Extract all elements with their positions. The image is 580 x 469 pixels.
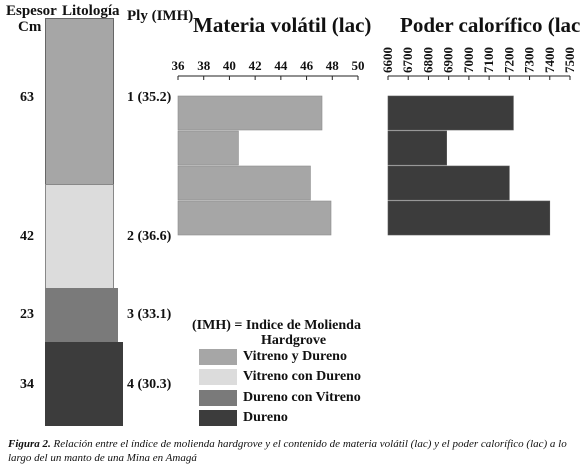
calorific-tick-label: 6900	[441, 47, 456, 73]
ply-value-1: 1 (35.2)	[127, 90, 172, 105]
caption-text: Relación entre el índice de molienda har…	[8, 438, 567, 464]
litologia-header: Litología	[62, 3, 120, 19]
volatile-chart-title: Materia volátil (lac)	[193, 13, 372, 37]
volatile-bar	[177, 200, 332, 236]
volatile-tick-label: 44	[274, 58, 288, 73]
calorific-tick-label: 6800	[420, 47, 435, 73]
volatile-tick-label: 48	[326, 58, 340, 73]
lithology-layer-4	[45, 342, 123, 426]
volatile-tick-label: 40	[223, 58, 236, 73]
volatile-bar	[177, 130, 239, 166]
calorific-tick-label: 7400	[542, 47, 557, 73]
lithology-layer-2	[45, 184, 114, 289]
legend-swatch-dureno-con-vitreno	[199, 390, 237, 406]
caption-label: Figura 2.	[8, 438, 51, 450]
calorific-tick-label: 7000	[461, 47, 476, 73]
calorific-tick-label: 6700	[400, 47, 415, 73]
legend-label-dureno: Dureno	[243, 410, 288, 425]
calorific-tick-label: 7200	[501, 47, 516, 73]
calorific-bar	[387, 130, 447, 166]
figure-caption: Figura 2. Relación entre el índice de mo…	[8, 437, 574, 465]
legend-title-line2: Hardgrove	[261, 333, 327, 348]
espesor-value-4: 34	[20, 377, 34, 392]
legend-label-vitreno-con-dureno: Vitreno con Dureno	[243, 369, 361, 384]
volatile-bar	[177, 165, 311, 201]
ply-value-3: 3 (33.1)	[127, 307, 172, 322]
legend-swatch-vitreno-y-dureno	[199, 349, 237, 365]
legend-label-dureno-con-vitreno: Dureno con Vitreno	[243, 390, 361, 405]
legend-swatch-vitreno-con-dureno	[199, 369, 237, 385]
ply-header: Ply (IMH)	[127, 8, 194, 24]
calorific-bar	[387, 200, 551, 236]
volatile-tick-label: 38	[197, 58, 211, 73]
legend-title-line1: (IMH) = Indice de Molienda	[192, 318, 361, 333]
volatile-tick-label: 50	[352, 58, 365, 73]
espesor-value-3: 23	[20, 307, 34, 322]
calorific-tick-label: 6600	[380, 47, 395, 73]
calorific-tick-label: 7300	[522, 47, 537, 73]
calorific-tick-label: 7500	[562, 47, 577, 73]
calorific-chart-title: Poder calorífico (lac)	[400, 13, 580, 37]
legend-label-vitreno-y-dureno: Vitreno y Dureno	[243, 349, 347, 364]
calorific-bar	[387, 95, 514, 131]
volatile-tick-label: 36	[172, 58, 186, 73]
volatile-tick-label: 46	[300, 58, 314, 73]
calorific-bar	[387, 165, 510, 201]
espesor-value-1: 63	[20, 90, 34, 105]
espesor-header: Espesor	[6, 3, 57, 19]
ply-value-2: 2 (36.6)	[127, 229, 172, 244]
volatile-bar	[177, 95, 323, 131]
espesor-value-2: 42	[20, 229, 34, 244]
lithology-layer-3	[45, 288, 118, 342]
volatile-tick-label: 42	[249, 58, 262, 73]
ply-value-4: 4 (30.3)	[127, 377, 172, 392]
lithology-layer-1	[45, 18, 114, 186]
legend-swatch-dureno	[199, 410, 237, 426]
calorific-tick-label: 7100	[481, 47, 496, 73]
cm-header: Cm	[18, 19, 42, 35]
